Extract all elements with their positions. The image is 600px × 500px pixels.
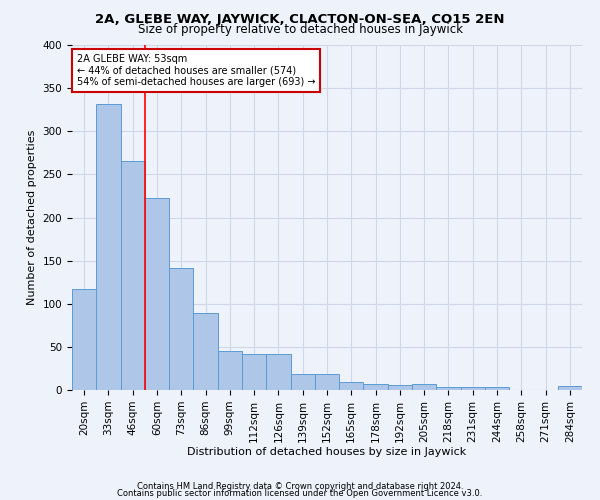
Text: Size of property relative to detached houses in Jaywick: Size of property relative to detached ho… bbox=[137, 22, 463, 36]
Bar bbox=[145, 198, 169, 390]
Bar bbox=[290, 374, 315, 390]
Bar bbox=[558, 386, 582, 390]
Bar bbox=[485, 386, 509, 390]
Bar bbox=[121, 162, 145, 390]
Bar bbox=[461, 388, 485, 390]
Text: Contains public sector information licensed under the Open Government Licence v3: Contains public sector information licen… bbox=[118, 489, 482, 498]
Text: Contains HM Land Registry data © Crown copyright and database right 2024.: Contains HM Land Registry data © Crown c… bbox=[137, 482, 463, 491]
Bar bbox=[339, 382, 364, 390]
Y-axis label: Number of detached properties: Number of detached properties bbox=[27, 130, 37, 305]
Bar bbox=[169, 268, 193, 390]
Bar bbox=[364, 384, 388, 390]
Bar bbox=[72, 289, 96, 390]
Bar bbox=[193, 313, 218, 390]
Bar bbox=[218, 351, 242, 390]
Bar bbox=[412, 384, 436, 390]
Bar bbox=[96, 104, 121, 390]
Bar bbox=[436, 386, 461, 390]
Text: 2A GLEBE WAY: 53sqm
← 44% of detached houses are smaller (574)
54% of semi-detac: 2A GLEBE WAY: 53sqm ← 44% of detached ho… bbox=[77, 54, 316, 87]
X-axis label: Distribution of detached houses by size in Jaywick: Distribution of detached houses by size … bbox=[187, 448, 467, 458]
Text: 2A, GLEBE WAY, JAYWICK, CLACTON-ON-SEA, CO15 2EN: 2A, GLEBE WAY, JAYWICK, CLACTON-ON-SEA, … bbox=[95, 12, 505, 26]
Bar bbox=[242, 354, 266, 390]
Bar bbox=[315, 374, 339, 390]
Bar bbox=[388, 385, 412, 390]
Bar bbox=[266, 354, 290, 390]
